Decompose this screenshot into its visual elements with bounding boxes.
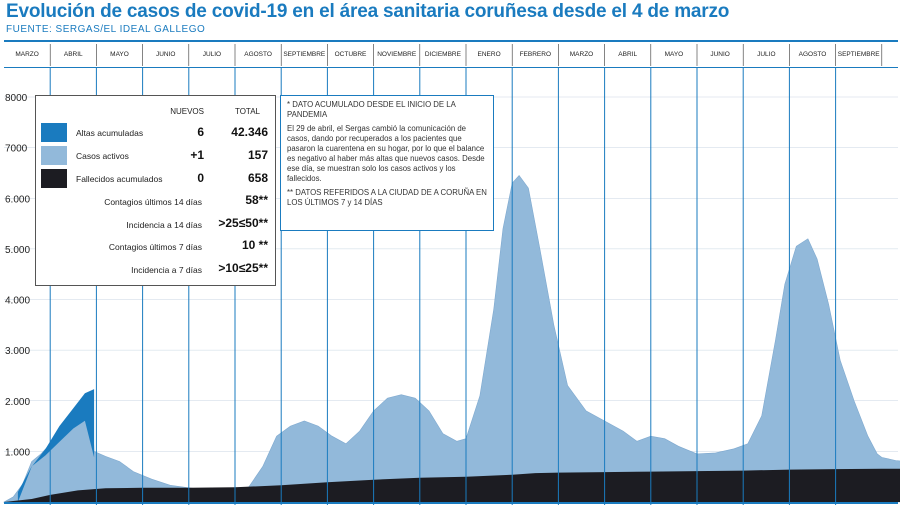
legend-head-new: NUEVOS [170,107,204,116]
altas-acumuladas-area [17,389,95,502]
month-label: ABRIL [64,51,83,58]
note-accumulated: * DATO ACUMULADO DESDE EL INICIO DE LA P… [287,100,456,119]
month-label: MAYO [110,51,129,58]
y-tick-label: 6.000 [5,194,30,205]
month-label: AGOSTO [244,51,272,58]
y-tick-label: 8000 [5,93,28,104]
month-label: ABRIL [618,51,637,58]
stat-contagios7-value: 10 ** [241,238,268,252]
legend-fallecidos-new: 0 [197,171,204,185]
month-label: DICIEMBRE [425,51,462,58]
stat-contagios7-label: Contagios últimos 7 días [108,242,202,252]
legend-fallecidos-total: 658 [247,171,268,185]
legend-fallecidos-label: Fallecidos acumulados [76,174,163,184]
fallecidos-acumulados-area [4,468,900,502]
y-tick-label: 3.000 [5,346,30,357]
month-label: FEBRERO [520,51,551,58]
legend-head-total: TOTAL [234,107,260,116]
y-tick-label: 7000 [5,144,28,155]
month-label: NOVIEMBRE [377,51,417,58]
y-tick-label: 1.000 [5,447,30,458]
month-label: AGOSTO [799,51,827,58]
chart-source: FUENTE: SERGAS/EL IDEAL GALLEGO [6,24,206,35]
month-bar-top-rule [4,40,898,42]
casos-activos-area [2,175,900,503]
y-tick-label: 4.000 [5,296,30,307]
fallecidos-swatch [41,169,67,188]
y-tick-label: 2.000 [5,397,30,408]
y-tick-label: 5.000 [5,245,30,256]
month-label: SEPTIEMBRE [838,51,881,58]
month-label: OCTUBRE [335,51,367,58]
stat-incidencia7-label: Incidencia a 7 días [131,265,202,275]
notes-box: * DATO ACUMULADO DESDE EL INICIO DE LA P… [280,95,494,231]
note-city-data: ** DATOS REFERIDOS A LA CIUDAD DE A CORU… [287,188,487,207]
stat-contagios14-label: Contagios últimos 14 días [104,197,202,207]
legend-altas-total: 42.346 [231,125,268,139]
legend-activos-label: Casos activos [76,151,129,161]
month-dividers [4,68,898,505]
month-label: JULIO [757,51,775,58]
activos-swatch [41,146,67,165]
month-label: MAYO [665,51,684,58]
month-label: SEPTIEMBRE [283,51,326,58]
month-header: MARZO ABRIL MAYO JUNIO JULIO AGOSTO SEPTIEMBRE… [4,40,898,68]
legend-box: NUEVOS TOTAL Altas acumuladas 6 42.346 C… [35,95,276,286]
stat-contagios14-value: 58** [245,193,268,207]
stat-incidencia7-value: >10≤25** [218,261,268,275]
legend-altas-label: Altas acumuladas [76,128,144,138]
stat-incidencia14-value: >25≤50** [218,216,268,230]
legend-altas-new: 6 [197,125,204,139]
month-label: ENERO [478,51,501,58]
month-label: JULIO [203,51,221,58]
legend-activos-total: 157 [247,148,268,162]
month-label: JUNIO [710,51,730,58]
plot-areas [2,175,900,503]
month-bar-bottom-rule [4,67,898,68]
note-method-change: El 29 de abril, el Sergas cambió la comu… [287,124,485,183]
month-label: MARZO [15,51,38,58]
y-axis: 1.000 2.000 3.000 4.000 5.000 6.000 7000 8000 [5,93,30,458]
month-label: JUNIO [156,51,176,58]
month-label: MARZO [570,51,593,58]
altas-swatch [41,123,67,142]
stat-incidencia14-label: Incidencia a 14 días [126,220,202,230]
legend-activos-new: +1 [190,148,204,162]
chart-title: Evolución de casos de covid-19 en el áre… [6,1,730,22]
